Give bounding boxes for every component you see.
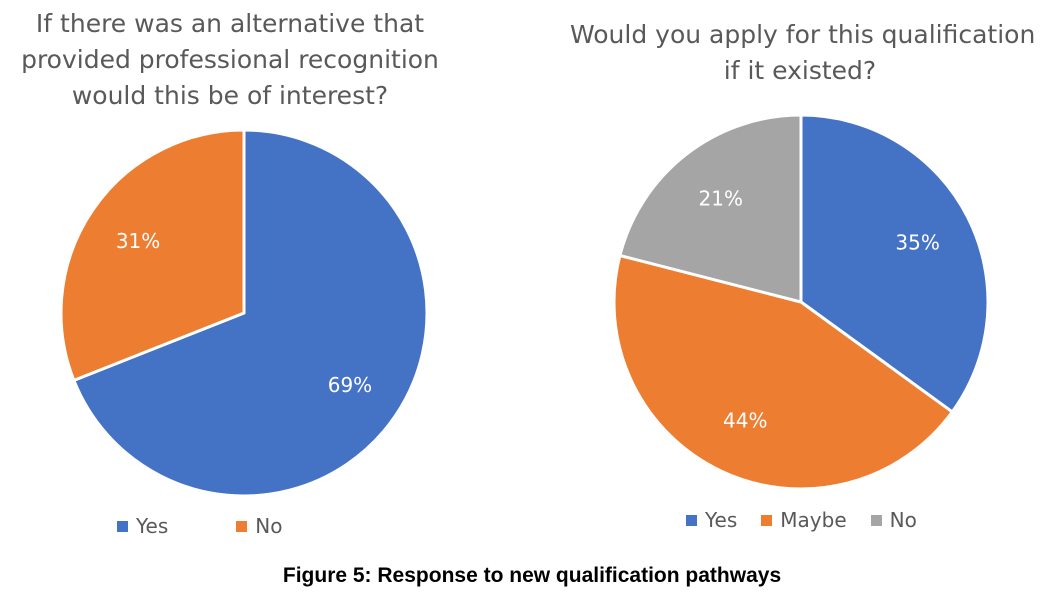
pie-slice-maybe — [612, 253, 954, 491]
data-label-maybe: 44% — [723, 408, 767, 432]
pie-slice-no — [59, 128, 246, 382]
data-label-no: 21% — [699, 187, 743, 211]
legend-label-no: No — [889, 508, 917, 532]
legend-swatch-yes — [686, 514, 697, 526]
chart-title-line: if it existed? — [723, 56, 877, 85]
legend-item-no: No — [236, 514, 283, 538]
pie-slice-yes — [799, 113, 990, 414]
legend-item-yes: Yes — [117, 514, 168, 538]
figure-caption: Figure 5: Response to new qualification … — [282, 564, 782, 587]
legend-swatch-yes — [117, 520, 128, 532]
chart-title-line: Would you apply for this qualification — [570, 20, 1036, 49]
legend-apply: Yes Maybe No — [686, 508, 941, 532]
data-label-yes: 69% — [328, 373, 372, 397]
legend-label-yes: Yes — [705, 508, 738, 532]
pie-slice-no — [618, 113, 803, 304]
legend-label-yes: Yes — [136, 514, 169, 538]
pie-slice-yes — [72, 128, 429, 498]
legend-item-yes: Yes — [686, 508, 737, 532]
legend-interest: Yes No — [117, 514, 351, 538]
data-label-yes: 35% — [895, 231, 939, 255]
legend-swatch-no — [870, 514, 882, 526]
chart-title-line: would this be of interest? — [71, 81, 389, 110]
legend-item-no: No — [870, 508, 917, 532]
data-label-no: 31% — [116, 229, 160, 253]
chart-title-apply: Would you apply for this qualification i… — [570, 17, 1036, 89]
chart-title-line: provided professional recognition — [21, 45, 439, 74]
legend-swatch-no — [236, 520, 248, 532]
legend-label-no: No — [255, 514, 283, 538]
chart-title-interest: If there was an alternative that provide… — [10, 6, 450, 114]
legend-item-maybe: Maybe — [761, 508, 847, 532]
legend-label-maybe: Maybe — [780, 508, 847, 532]
chart-title-line: If there was an alternative that — [35, 9, 425, 38]
legend-swatch-maybe — [761, 514, 773, 526]
